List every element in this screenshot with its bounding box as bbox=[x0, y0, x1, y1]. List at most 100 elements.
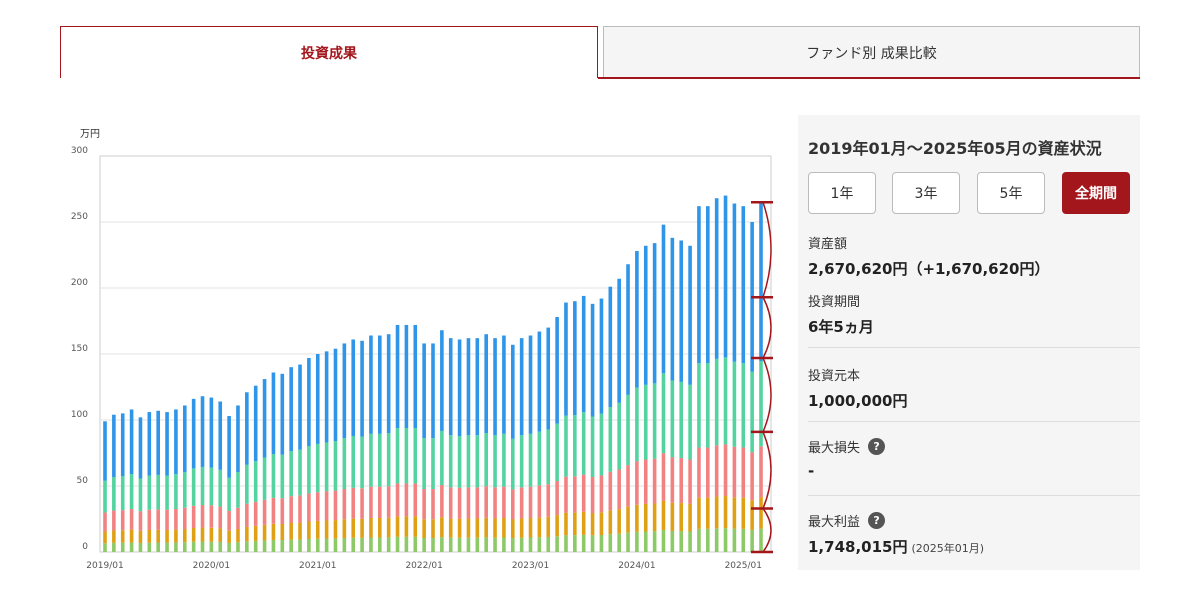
bar-segment bbox=[271, 453, 276, 498]
bar-segment bbox=[652, 531, 657, 552]
bar-segment bbox=[386, 433, 391, 487]
bar-segment bbox=[714, 358, 719, 446]
bar-stack bbox=[289, 367, 293, 552]
bar-segment bbox=[413, 516, 418, 537]
bar-segment bbox=[581, 534, 586, 552]
bar-stack bbox=[404, 324, 409, 552]
period-3y-button[interactable]: 3年 bbox=[892, 172, 960, 214]
bar-segment bbox=[342, 343, 347, 439]
bar-segment bbox=[484, 334, 488, 434]
bar-segment bbox=[271, 523, 276, 540]
bar-stack bbox=[555, 317, 559, 552]
y-axis-unit-label: 万円 bbox=[80, 129, 100, 140]
bar-stack bbox=[378, 335, 382, 552]
bar-stack bbox=[298, 364, 302, 552]
bar-segment bbox=[670, 502, 675, 531]
bar-stack bbox=[174, 409, 178, 552]
bar-segment bbox=[342, 438, 347, 490]
bar-segment bbox=[147, 475, 152, 510]
bar-segment bbox=[697, 363, 701, 448]
period-1y-button[interactable]: 1年 bbox=[808, 172, 876, 214]
y-tick-label: 300 bbox=[71, 146, 88, 156]
bar-segment bbox=[688, 245, 692, 385]
bar-segment bbox=[475, 435, 480, 488]
bar-segment bbox=[732, 528, 737, 552]
y-tick-label: 150 bbox=[71, 344, 88, 354]
stat-max-profit-value: 1,748,015円 bbox=[808, 538, 908, 556]
bar-segment bbox=[706, 206, 710, 364]
bar-segment bbox=[670, 457, 675, 503]
help-icon[interactable]: ? bbox=[868, 438, 886, 455]
bar-segment bbox=[537, 431, 542, 486]
bar-segment bbox=[245, 464, 249, 504]
bar-stack bbox=[280, 373, 285, 552]
bar-segment bbox=[165, 530, 169, 543]
bar-segment bbox=[369, 537, 373, 552]
bar-stack bbox=[369, 335, 373, 552]
y-tick-label: 50 bbox=[77, 476, 89, 486]
bar-segment bbox=[661, 530, 666, 552]
bar-stack bbox=[182, 405, 187, 552]
tab-fund-comparison[interactable]: ファンド別 成果比較 bbox=[603, 26, 1140, 78]
bar-segment bbox=[200, 504, 205, 528]
bar-stack bbox=[573, 301, 577, 552]
bar-segment bbox=[590, 477, 595, 514]
bar-stack bbox=[741, 206, 746, 552]
bar-segment bbox=[679, 240, 684, 382]
bar-segment bbox=[120, 510, 125, 531]
bar-segment bbox=[519, 435, 524, 488]
bar-segment bbox=[147, 542, 152, 552]
bar-segment bbox=[714, 198, 719, 359]
bar-segment bbox=[706, 528, 710, 552]
bar-segment bbox=[360, 340, 364, 437]
bar-segment bbox=[510, 489, 515, 520]
bar-segment bbox=[342, 538, 347, 552]
bar-segment bbox=[617, 469, 621, 510]
bar-segment bbox=[750, 452, 754, 501]
bar-segment bbox=[626, 394, 630, 466]
bar-segment bbox=[404, 516, 409, 537]
bar-segment bbox=[519, 338, 524, 436]
bar-segment bbox=[289, 451, 293, 497]
bar-segment bbox=[333, 538, 338, 552]
bar-stack bbox=[670, 237, 675, 552]
help-icon[interactable]: ? bbox=[868, 512, 886, 529]
bar-segment bbox=[440, 517, 444, 538]
bar-stack bbox=[643, 245, 648, 552]
bar-segment bbox=[573, 415, 577, 477]
bar-segment bbox=[413, 428, 418, 484]
segment-bracket bbox=[762, 201, 772, 298]
bar-segment bbox=[484, 486, 488, 518]
bar-segment bbox=[324, 442, 329, 492]
bar-segment bbox=[342, 519, 347, 539]
tab-label: 投資成果 bbox=[301, 45, 357, 62]
bar-segment bbox=[280, 373, 285, 455]
bar-stack bbox=[147, 412, 152, 552]
bar-segment bbox=[510, 519, 515, 539]
bar-segment bbox=[519, 518, 524, 538]
bar-segment bbox=[661, 453, 666, 501]
stat-max-loss-label-row: 最大損失? bbox=[808, 437, 1130, 456]
bar-segment bbox=[573, 476, 577, 513]
bar-segment bbox=[652, 458, 657, 504]
bar-segment bbox=[510, 438, 515, 490]
bar-segment bbox=[714, 496, 719, 529]
bar-segment bbox=[351, 487, 356, 519]
period-5y-button[interactable]: 5年 bbox=[977, 172, 1045, 214]
bar-segment bbox=[741, 363, 746, 448]
bar-stack bbox=[422, 343, 426, 552]
period-all-button[interactable]: 全期間 bbox=[1062, 172, 1130, 214]
bar-stack bbox=[245, 392, 249, 552]
bar-segment bbox=[475, 487, 480, 519]
bar-segment bbox=[378, 537, 382, 552]
bar-segment bbox=[307, 538, 311, 552]
x-tick-label: 2025/01 bbox=[725, 561, 762, 571]
bar-stack bbox=[324, 351, 329, 552]
segment-bracket bbox=[762, 296, 772, 359]
bar-segment bbox=[324, 520, 329, 539]
bar-segment bbox=[307, 357, 311, 447]
bar-segment bbox=[209, 505, 214, 528]
bar-segment bbox=[697, 206, 701, 364]
bar-stack bbox=[395, 324, 400, 552]
tab-investment-results[interactable]: 投資成果 bbox=[60, 26, 598, 78]
